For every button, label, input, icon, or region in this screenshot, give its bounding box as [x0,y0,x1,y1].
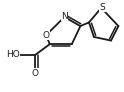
Text: O: O [43,31,50,40]
Text: O: O [31,69,39,78]
Text: N: N [61,12,68,21]
Text: S: S [100,3,105,12]
Text: HO: HO [6,50,20,59]
